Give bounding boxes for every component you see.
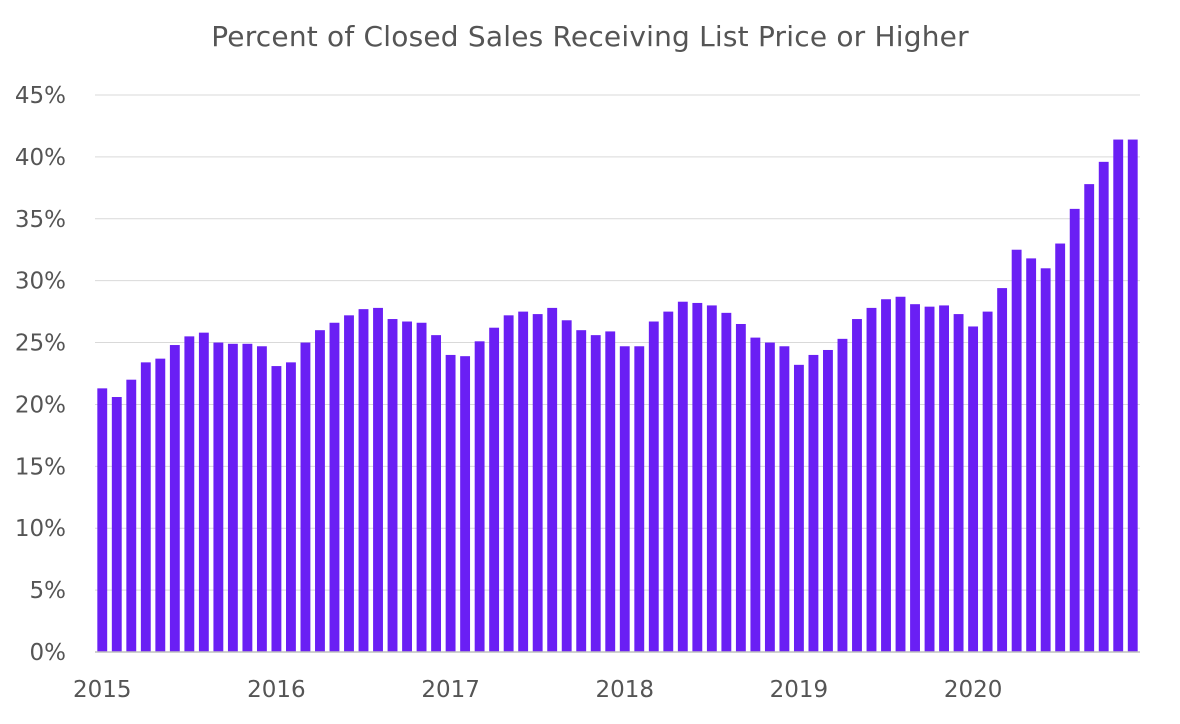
x-tick-label: 2019 (770, 677, 829, 703)
bar (503, 315, 514, 652)
bar (1069, 208, 1080, 652)
bar (663, 311, 674, 652)
y-tick-label: 30% (15, 269, 66, 295)
bar (387, 319, 398, 652)
bar (256, 346, 267, 652)
bar (271, 366, 282, 652)
bar (866, 307, 877, 652)
bar (764, 342, 775, 652)
bar (460, 356, 471, 652)
bar (721, 312, 732, 652)
bar (547, 307, 558, 652)
bar (402, 321, 412, 652)
bar (881, 299, 891, 652)
bar (489, 327, 500, 652)
bar (1055, 243, 1066, 653)
bar (329, 322, 340, 652)
bar (1113, 139, 1124, 652)
bar (315, 330, 325, 652)
y-tick-label: 25% (15, 331, 66, 357)
bar (735, 323, 746, 652)
bar (1040, 268, 1051, 652)
gridlines (95, 94, 1140, 591)
y-tick-label: 10% (15, 516, 66, 542)
bar (518, 311, 529, 652)
bar (1026, 258, 1037, 652)
bar (576, 330, 587, 652)
x-tick-label: 2017 (421, 677, 480, 703)
bar (97, 388, 108, 652)
bar (1127, 139, 1138, 652)
bar (953, 314, 964, 652)
bar (837, 338, 848, 652)
bar (561, 320, 572, 652)
bar (677, 301, 688, 652)
bar (692, 302, 703, 652)
bar (779, 346, 790, 652)
bar (286, 362, 296, 652)
bar (590, 335, 601, 652)
bar (344, 315, 354, 652)
bar (169, 345, 180, 652)
bar (213, 342, 224, 652)
bar (605, 331, 616, 652)
bar (634, 346, 645, 652)
bar (852, 319, 862, 652)
bar (808, 354, 819, 652)
bar (1084, 184, 1095, 652)
bar (924, 306, 935, 652)
bar (997, 288, 1008, 652)
bar (126, 379, 137, 652)
x-tick-label: 2020 (944, 677, 1003, 703)
x-tick-label: 2016 (247, 677, 306, 703)
chart-title: Percent of Closed Sales Receiving List P… (211, 20, 969, 53)
bar (111, 397, 122, 652)
bar (300, 342, 311, 652)
bar (227, 343, 238, 652)
y-tick-label: 35% (15, 207, 66, 233)
bar (445, 354, 456, 652)
bar (140, 362, 151, 652)
x-tick-label: 2018 (595, 677, 654, 703)
y-tick-label: 40% (15, 145, 66, 171)
bar (619, 346, 630, 652)
bar (532, 314, 543, 652)
bar (895, 296, 906, 652)
x-tick-label: 2015 (73, 677, 132, 703)
bar (184, 336, 195, 652)
bar (474, 341, 485, 652)
y-tick-label: 15% (15, 454, 66, 480)
axes: 0% 5% 10% 15% 20% 25% 30% 35% 40% 45% 2015 2016 2017… (15, 83, 1140, 703)
bar (706, 305, 717, 652)
bar (416, 322, 427, 652)
bar (982, 311, 993, 652)
bar (242, 343, 253, 652)
bar (968, 326, 979, 652)
bar (910, 304, 920, 652)
y-tick-label: 45% (15, 83, 66, 109)
bar (373, 307, 383, 652)
bar (198, 332, 209, 652)
bar (750, 337, 761, 652)
bar (431, 335, 442, 652)
y-tick-label: 0% (30, 640, 67, 666)
bars (97, 139, 1138, 653)
bar (793, 364, 804, 652)
y-tick-label: 5% (30, 578, 67, 604)
y-tick-label: 20% (15, 392, 66, 418)
bar (155, 358, 166, 652)
bar (648, 321, 659, 652)
bar (1011, 249, 1022, 652)
bar (939, 305, 949, 652)
bar (823, 349, 833, 652)
bar (1098, 161, 1109, 652)
bar (358, 309, 369, 652)
